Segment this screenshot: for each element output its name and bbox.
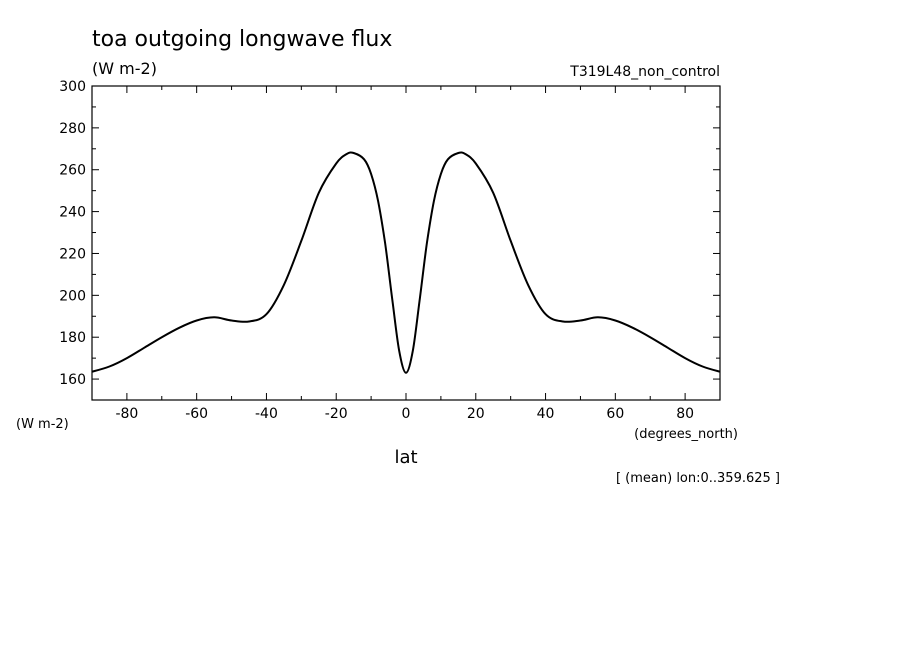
x-tick-label: 20 xyxy=(467,406,485,422)
y-tick-label: 280 xyxy=(59,121,86,137)
tick-marks xyxy=(91,85,721,401)
x-tick-label: -80 xyxy=(115,406,138,422)
x-axis-units: (degrees_north) xyxy=(634,427,738,442)
title-units: (W m-2) xyxy=(92,59,157,78)
chart-title: toa outgoing longwave flux xyxy=(92,27,392,52)
x-tick-label: -20 xyxy=(325,406,348,422)
x-tick-label: 60 xyxy=(606,406,624,422)
x-tick-label: 40 xyxy=(537,406,555,422)
footnote: [ (mean) lon:0..359.625 ] xyxy=(616,471,780,486)
y-tick-label: 240 xyxy=(59,205,86,221)
y-tick-label: 200 xyxy=(59,288,86,304)
x-tick-label: 80 xyxy=(676,406,694,422)
y-tick-label: 180 xyxy=(59,330,86,346)
x-tick-label: 0 xyxy=(402,406,411,422)
y-tick-label: 160 xyxy=(59,372,86,388)
run-name: T319L48_non_control xyxy=(569,64,720,80)
y-tick-label: 260 xyxy=(59,163,86,179)
x-tick-label: -60 xyxy=(185,406,208,422)
x-tick-labels: -80 -60 -40 -20 0 20 40 60 80 xyxy=(115,406,694,422)
series-line xyxy=(91,151,721,374)
plot-frame xyxy=(91,85,721,401)
y-tick-label: 220 xyxy=(59,246,86,262)
y-axis-units: (W m-2) xyxy=(16,417,69,432)
y-tick-label: 300 xyxy=(59,79,86,95)
x-tick-label: -40 xyxy=(255,406,278,422)
y-tick-labels: 160 180 200 220 240 260 280 300 xyxy=(59,79,86,388)
x-axis-label: lat xyxy=(394,447,417,468)
